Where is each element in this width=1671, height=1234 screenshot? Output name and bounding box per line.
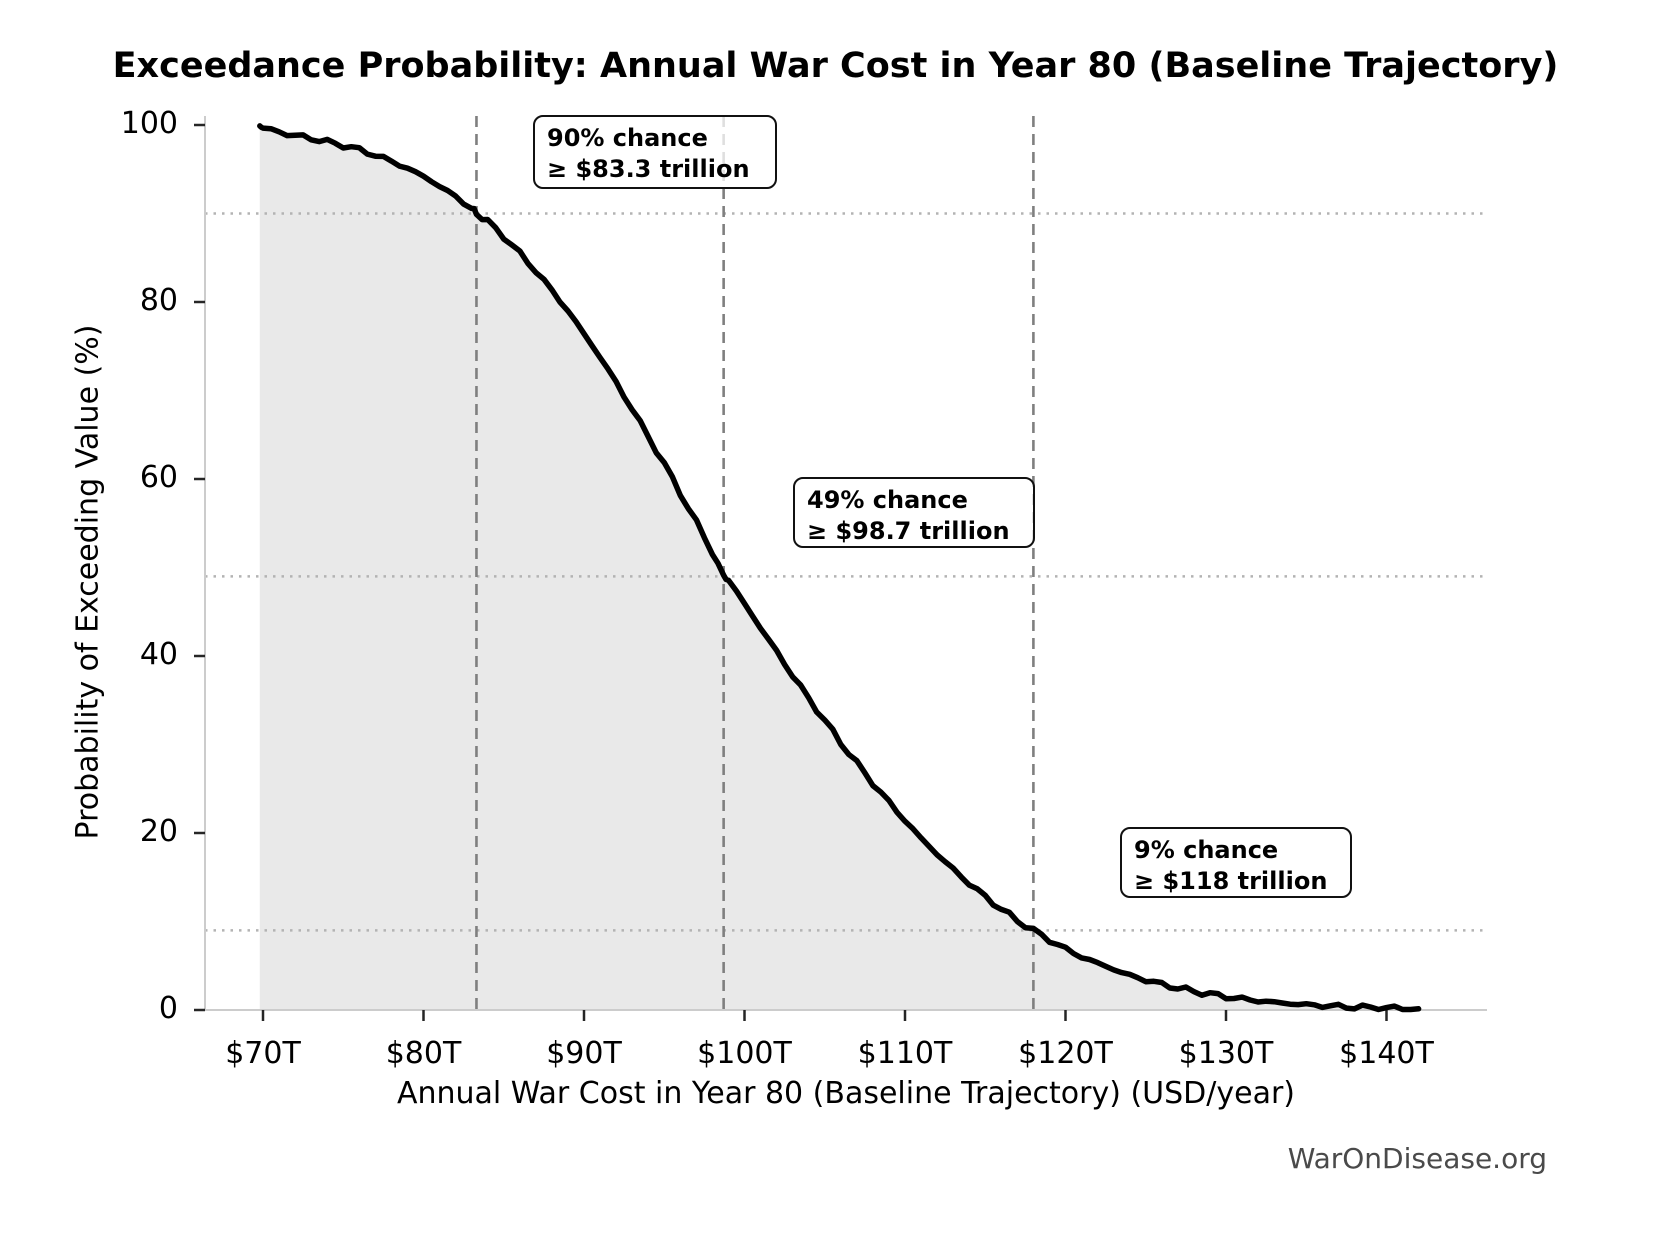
watermark-text: WarOnDisease.org <box>1287 1142 1547 1175</box>
x-tick-label-$90T: $90T <box>546 1036 622 1071</box>
annotation-box-49pct: 49% chance ≥ $98.7 trillion <box>793 477 1035 548</box>
chart-title: Exceedance Probability: Annual War Cost … <box>112 46 1559 86</box>
x-tick-label-$140T: $140T <box>1339 1036 1434 1071</box>
y-tick-label-40: 40 <box>139 637 178 672</box>
annotation-line: ≥ $98.7 trillion <box>807 516 1010 545</box>
annotation-line: ≥ $83.3 trillion <box>547 154 750 183</box>
annotation-box-9pct: 9% chance ≥ $118 trillion <box>1120 827 1352 898</box>
annotation-line: 9% chance <box>1134 836 1279 864</box>
annotation-line: ≥ $118 trillion <box>1134 866 1328 895</box>
x-tick-label-$120T: $120T <box>1018 1036 1113 1071</box>
x-tick-label-$110T: $110T <box>857 1036 953 1071</box>
area-under-curve <box>259 125 1419 1010</box>
exceedance-curve <box>257 123 1422 1013</box>
x-axis-label: Annual War Cost in Year 80 (Baseline Tra… <box>396 1076 1296 1111</box>
x-tick-label-$80T: $80T <box>385 1036 462 1071</box>
annotation-line: 49% chance <box>807 486 968 514</box>
y-tick-label-60: 60 <box>139 460 178 495</box>
y-tick-label-100: 100 <box>120 106 178 141</box>
annotation-line: 90% chance <box>547 124 708 152</box>
y-tick-label-80: 80 <box>139 283 178 318</box>
x-tick-label-$70T: $70T <box>225 1036 301 1071</box>
x-tick-label-$100T: $100T <box>697 1036 792 1071</box>
y-tick-label-20: 20 <box>139 814 178 849</box>
annotation-box-90pct: 90% chance ≥ $83.3 trillion <box>533 115 777 189</box>
y-tick-label-0: 0 <box>158 991 178 1026</box>
x-tick-label-$130T: $130T <box>1178 1036 1274 1071</box>
y-axis-label: Probability of Exceeding Value (%) <box>70 324 106 840</box>
